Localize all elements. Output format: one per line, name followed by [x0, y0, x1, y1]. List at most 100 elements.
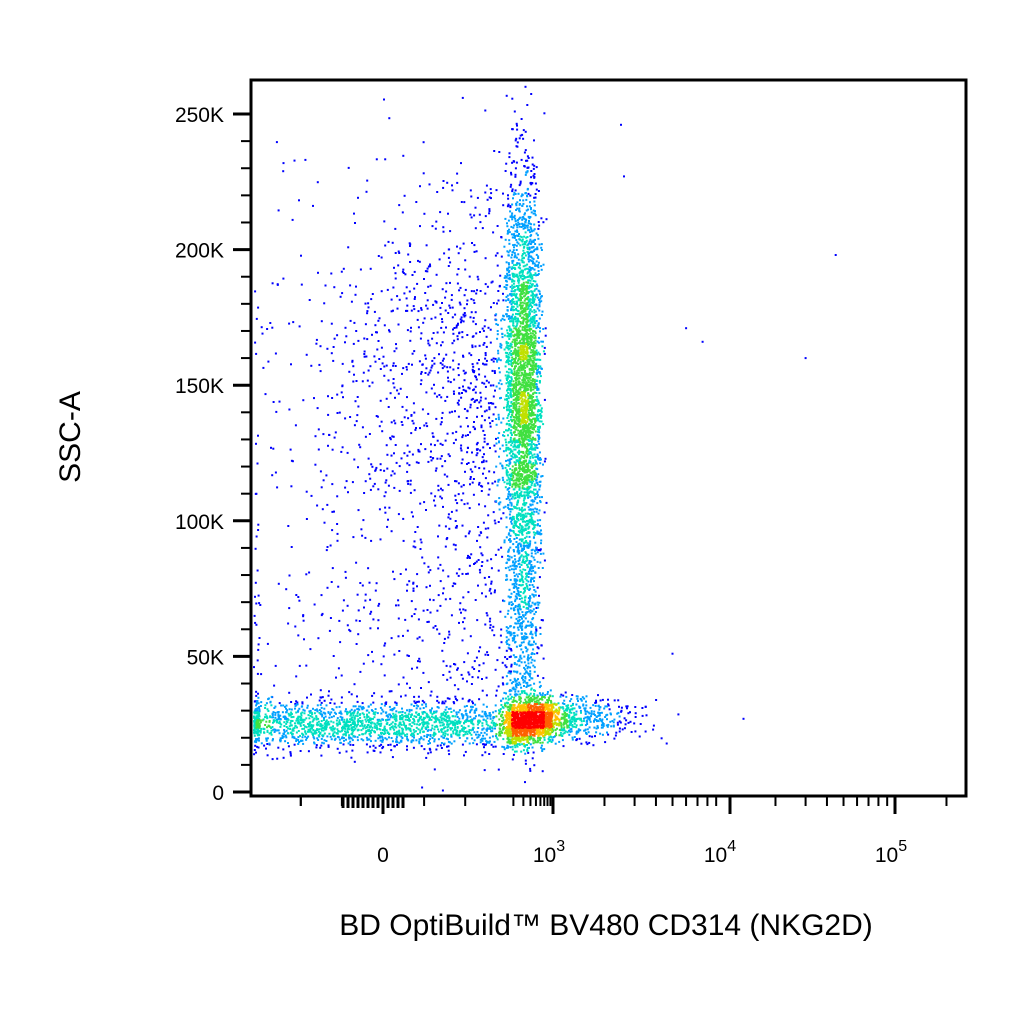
event-point [418, 742, 421, 745]
event-point [524, 254, 527, 257]
event-point [444, 712, 447, 715]
event-point [395, 604, 397, 607]
event-point [372, 485, 375, 488]
event-point [514, 679, 517, 682]
event-point [429, 738, 431, 741]
event-point [508, 325, 511, 328]
event-point [616, 712, 619, 715]
event-point [317, 717, 320, 720]
event-point [290, 459, 293, 462]
event-point [432, 734, 435, 737]
event-point [529, 259, 532, 262]
event-point [526, 226, 529, 229]
event-point [258, 706, 260, 708]
event-point [434, 733, 437, 736]
event-point [521, 261, 524, 264]
event-point [385, 714, 388, 717]
event-point [513, 554, 516, 557]
event-point [488, 576, 491, 578]
event-point [305, 737, 308, 740]
event-point [455, 326, 458, 329]
event-point [493, 444, 496, 447]
event-point [525, 552, 527, 555]
event-point [427, 460, 430, 463]
event-point [502, 512, 505, 515]
event-point [505, 446, 508, 449]
event-point [393, 653, 396, 656]
event-point [604, 716, 607, 718]
event-point [539, 626, 542, 629]
event-point [598, 717, 601, 720]
event-point [322, 742, 325, 745]
event-point [499, 501, 502, 504]
event-point [470, 721, 473, 724]
event-point [494, 668, 497, 671]
event-point [399, 732, 402, 735]
event-point [525, 692, 528, 695]
event-point [529, 672, 532, 675]
event-point [528, 246, 531, 249]
event-point [420, 715, 422, 718]
event-point [426, 270, 429, 273]
event-point [537, 435, 540, 438]
event-point [497, 502, 500, 505]
event-point [503, 539, 506, 542]
event-point [398, 650, 401, 652]
event-point [472, 316, 475, 319]
event-point [352, 714, 355, 717]
event-point [585, 695, 588, 698]
event-point [369, 612, 372, 615]
event-point [507, 698, 510, 701]
event-point [445, 706, 448, 709]
event-point [518, 223, 521, 225]
event-point [507, 356, 510, 358]
event-point [472, 742, 475, 745]
event-point [392, 286, 395, 289]
event-point [459, 602, 462, 605]
event-point [467, 725, 470, 728]
event-point [499, 708, 502, 710]
event-point [312, 707, 314, 710]
event-point [425, 509, 427, 511]
event-point [535, 232, 538, 235]
event-point [506, 232, 509, 235]
event-point [606, 725, 609, 728]
event-point [425, 586, 428, 589]
event-point [536, 371, 539, 374]
event-point [283, 725, 286, 727]
event-point [361, 426, 364, 429]
event-point [348, 737, 351, 740]
event-point [639, 723, 642, 725]
event-point [528, 508, 531, 511]
event-point [536, 502, 539, 505]
event-point [511, 97, 514, 100]
event-point [581, 723, 584, 726]
event-point [499, 447, 502, 450]
event-point [257, 594, 260, 597]
event-point [444, 399, 447, 402]
event-point [253, 749, 256, 751]
event-point [332, 708, 335, 711]
event-point [296, 726, 298, 729]
event-point [393, 728, 396, 731]
event-point [261, 332, 264, 335]
event-point [514, 230, 517, 233]
event-point [473, 709, 476, 712]
event-point [383, 469, 386, 472]
event-point [475, 707, 478, 710]
event-point [378, 602, 381, 605]
event-point [484, 191, 487, 194]
event-point [447, 707, 450, 710]
event-point [509, 540, 512, 543]
event-point [539, 501, 542, 504]
event-point [448, 697, 451, 700]
event-point [521, 204, 524, 207]
event-point [629, 720, 632, 723]
event-point [685, 327, 688, 330]
event-point [580, 742, 583, 745]
event-point [485, 715, 488, 718]
event-point [413, 350, 416, 353]
event-point [513, 497, 516, 500]
event-point [308, 730, 311, 733]
event-point [513, 266, 516, 269]
